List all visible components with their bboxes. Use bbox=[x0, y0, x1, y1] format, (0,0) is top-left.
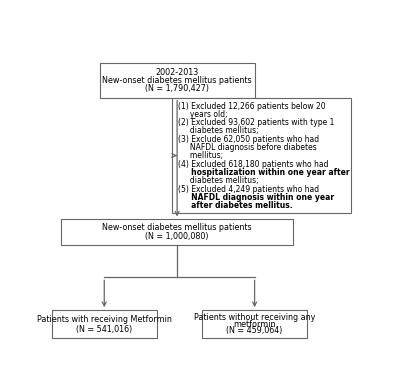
Text: Patients without receiving any: Patients without receiving any bbox=[194, 313, 315, 322]
Bar bbox=[100, 63, 254, 98]
Text: New-onset diabetes mellitus patients: New-onset diabetes mellitus patients bbox=[102, 223, 252, 232]
Text: (4) Excluded 618,180 patients who had: (4) Excluded 618,180 patients who had bbox=[178, 160, 328, 169]
Bar bbox=[172, 98, 351, 213]
Text: 2002-2013: 2002-2013 bbox=[156, 68, 199, 77]
Text: after diabetes mellitus.: after diabetes mellitus. bbox=[178, 201, 293, 210]
Text: diabetes mellitus;: diabetes mellitus; bbox=[178, 127, 259, 135]
Text: hospitalization within one year after: hospitalization within one year after bbox=[178, 168, 350, 177]
Bar bbox=[52, 310, 157, 339]
Text: metformin: metformin bbox=[233, 320, 276, 329]
Bar bbox=[61, 220, 293, 245]
Text: (N = 1,000,080): (N = 1,000,080) bbox=[145, 232, 209, 241]
Bar bbox=[202, 310, 307, 339]
Text: (N = 541,016): (N = 541,016) bbox=[76, 325, 132, 334]
Text: diabetes mellitus;: diabetes mellitus; bbox=[178, 176, 259, 185]
Text: years old;: years old; bbox=[178, 110, 228, 119]
Text: NAFDL diagnosis before diabetes: NAFDL diagnosis before diabetes bbox=[178, 143, 317, 152]
Text: (5) Excluded 4,249 patients who had: (5) Excluded 4,249 patients who had bbox=[178, 185, 319, 193]
Text: mellitus;: mellitus; bbox=[178, 151, 223, 160]
Text: (3) Exclude 62,050 patients who had: (3) Exclude 62,050 patients who had bbox=[178, 135, 319, 144]
Text: New-onset diabetes mellitus patients: New-onset diabetes mellitus patients bbox=[102, 76, 252, 85]
Text: (N = 459,064): (N = 459,064) bbox=[226, 327, 283, 335]
Text: Patients with receiving Metformin: Patients with receiving Metformin bbox=[37, 315, 172, 323]
Text: (1) Excluded 12,266 patients below 20: (1) Excluded 12,266 patients below 20 bbox=[178, 102, 326, 110]
Text: (N = 1,790,427): (N = 1,790,427) bbox=[145, 84, 209, 93]
Text: NAFDL diagnosis within one year: NAFDL diagnosis within one year bbox=[178, 193, 334, 202]
Text: (2) Excluded 93,602 patients with type 1: (2) Excluded 93,602 patients with type 1 bbox=[178, 118, 334, 127]
